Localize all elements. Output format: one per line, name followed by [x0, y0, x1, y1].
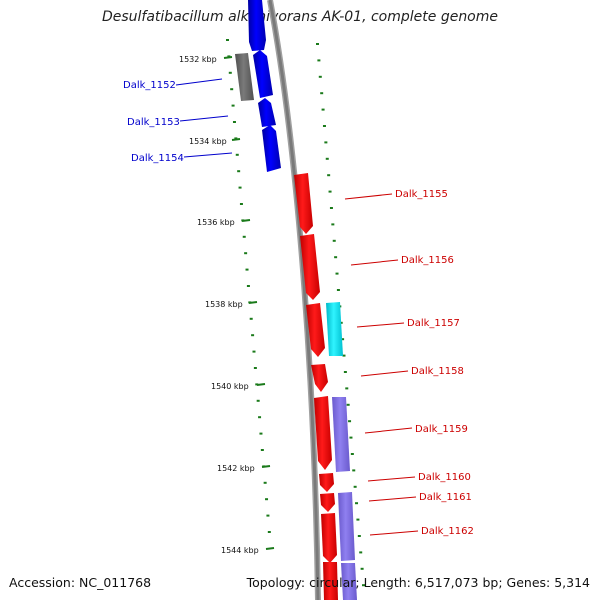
kbp-scale: 1532 kbp 1534 kbp 1536 kbp 1538 kbp 1540…	[179, 55, 275, 555]
gene-label[interactable]: Dalk_1159	[415, 424, 468, 435]
topology-text: Topology: circular; Length: 6,517,073 bp…	[246, 575, 590, 590]
gene-dalk-1157-cyan[interactable]	[326, 302, 343, 356]
leader-dalk-1155	[344, 193, 393, 200]
kbp-tick	[265, 547, 275, 550]
kbp-tick-label: 1536 kbp	[197, 218, 235, 227]
leader-dalk-1156	[350, 259, 399, 266]
gene-dalk-1159[interactable]	[314, 396, 332, 470]
gene-purple-bottom[interactable]	[341, 563, 357, 600]
kbp-tick	[256, 383, 266, 386]
backbone-track	[267, 0, 321, 600]
kbp-tick-label: 1538 kbp	[205, 300, 243, 309]
kbp-tick-label: 1542 kbp	[217, 464, 255, 473]
kbp-tick	[231, 138, 241, 141]
gene-dalk-1156[interactable]	[300, 234, 320, 300]
gene-label[interactable]: Dalk_1156	[401, 255, 454, 266]
kbp-tick	[223, 56, 233, 59]
gene-dalk-1162[interactable]	[321, 513, 337, 563]
right-tick-marks	[316, 43, 366, 587]
kbp-tick	[248, 301, 258, 304]
gene-label[interactable]: Dalk_1155	[395, 189, 448, 200]
leader-dalk-1159	[364, 427, 413, 434]
gene-dalk-1157[interactable]	[306, 303, 325, 357]
gene-dalk-1161[interactable]	[320, 493, 335, 512]
gene-label[interactable]: Dalk_1161	[419, 492, 472, 503]
gene-dalk-1160[interactable]	[319, 473, 334, 492]
kbp-tick-label: 1532 kbp	[179, 55, 217, 64]
gene-gray[interactable]	[235, 53, 254, 101]
kbp-tick	[241, 219, 251, 222]
leader-dalk-1157	[356, 322, 405, 328]
gene-dalk-1162-purple[interactable]	[338, 492, 355, 561]
gene-label[interactable]: Dalk_1160	[418, 472, 471, 483]
accession-text: Accession: NC_011768	[9, 575, 152, 590]
gene-dalk-1158[interactable]	[311, 364, 328, 392]
leader-dalk-1158	[360, 370, 409, 377]
gene-red-bottom[interactable]	[323, 562, 338, 600]
kbp-tick	[261, 465, 271, 468]
gene-dalk-1153[interactable]	[258, 98, 276, 127]
kbp-tick-label: 1540 kbp	[211, 382, 249, 391]
gene-blue-top[interactable]	[248, 0, 266, 51]
leader-dalk-1160	[367, 476, 416, 482]
gene-dalk-1152[interactable]	[253, 50, 273, 98]
gene-dalk-1154[interactable]	[262, 125, 281, 172]
gene-label[interactable]: Dalk_1162	[421, 526, 474, 537]
leader-dalk-1152	[175, 78, 223, 86]
kbp-tick-label: 1534 kbp	[189, 137, 227, 146]
leader-dalk-1161	[368, 496, 417, 502]
gene-label[interactable]: Dalk_1152	[123, 80, 176, 91]
map-title: Desulfatibacillum alkenivorans AK-01, co…	[101, 9, 499, 25]
gene-label[interactable]: Dalk_1158	[411, 366, 464, 377]
leader-dalk-1154	[183, 152, 233, 158]
leader-dalk-1162	[369, 530, 419, 536]
gene-label[interactable]: Dalk_1153	[127, 117, 180, 128]
backbone-track-line	[268, 0, 320, 600]
gene-label[interactable]: Dalk_1154	[131, 153, 184, 164]
gene-label[interactable]: Dalk_1157	[407, 318, 460, 329]
gene-dalk-1155[interactable]	[294, 173, 313, 234]
gene-dalk-1159-purple[interactable]	[332, 397, 350, 472]
leader-dalk-1153	[179, 115, 229, 122]
kbp-tick-label: 1544 kbp	[221, 546, 259, 555]
